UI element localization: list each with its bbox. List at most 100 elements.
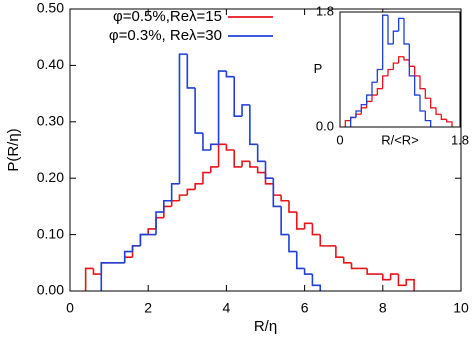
histogram-step — [249, 161, 258, 168]
histogram-step — [303, 222, 313, 229]
x-tick-label: 0 — [336, 132, 343, 147]
x-tick-label: 2 — [144, 300, 152, 316]
y-axis-label: P(R/η) — [5, 128, 22, 171]
histogram-step — [392, 30, 399, 44]
x-tick-label: 0 — [66, 300, 74, 316]
histogram-step — [163, 199, 172, 213]
histogram-step — [424, 111, 432, 127]
histogram-step — [217, 70, 227, 145]
y-axis-label: P — [314, 61, 323, 76]
histogram-step — [424, 88, 431, 99]
histogram-step — [256, 166, 266, 174]
histogram-step — [430, 98, 436, 109]
x-tick-label: 6 — [301, 300, 309, 316]
histogram-step — [376, 88, 383, 96]
histogram-step — [382, 274, 391, 281]
histogram-step — [256, 144, 266, 163]
x-axis-label: R/<R> — [381, 132, 419, 147]
histogram-step — [194, 87, 203, 134]
histogram-step — [280, 206, 289, 236]
histogram-step — [419, 95, 426, 112]
histogram-step — [249, 104, 258, 146]
histogram-step — [344, 119, 351, 127]
histogram-step — [419, 75, 426, 90]
histogram-step — [376, 68, 383, 83]
histogram-step — [295, 212, 305, 230]
histogram-step — [398, 17, 404, 32]
histogram-step — [335, 245, 344, 258]
histogram-step — [131, 245, 141, 252]
x-tick-label: 8 — [379, 300, 387, 316]
histogram-step — [139, 233, 149, 246]
histogram-step — [288, 200, 297, 213]
inset-background — [340, 12, 460, 127]
histogram-step — [194, 183, 203, 190]
y-tick-label: 0.0 — [316, 118, 334, 133]
x-tick-label: 1.8 — [451, 132, 469, 147]
histogram-step — [123, 250, 133, 263]
y-tick-label: 0.20 — [37, 169, 64, 185]
histogram-step — [403, 18, 410, 45]
histogram-step — [392, 62, 399, 70]
x-tick-label: 4 — [223, 300, 231, 316]
histogram-step — [100, 262, 110, 291]
plot-frame — [339, 11, 461, 128]
histogram-step — [398, 56, 404, 64]
histogram-step — [288, 234, 297, 253]
x-axis-label: R/η — [254, 318, 277, 335]
histogram-step — [366, 94, 372, 105]
histogram-step — [366, 268, 375, 275]
histogram-step — [178, 53, 188, 184]
histogram-step — [170, 183, 180, 201]
legend-label: φ=0.3%, Reλ=30 — [109, 27, 222, 44]
histogram-step — [272, 178, 282, 208]
y-tick-label: 0.00 — [37, 282, 64, 298]
histogram-step — [233, 150, 243, 168]
y-tick-label: 0.10 — [37, 225, 64, 241]
histogram-step — [92, 268, 102, 275]
histogram-step — [186, 54, 196, 89]
histogram-step — [311, 223, 321, 236]
histogram-step — [360, 103, 367, 112]
histogram-step — [342, 257, 352, 264]
histogram-step — [446, 119, 453, 127]
histogram-step — [350, 116, 356, 127]
histogram-step — [311, 274, 322, 291]
histogram-step — [397, 274, 407, 287]
histogram-step — [280, 195, 289, 202]
y-tick-label: 0.40 — [37, 56, 64, 72]
legend-label: φ=0.5%,Reλ=15 — [113, 8, 222, 25]
histogram-step — [241, 104, 250, 117]
histogram-step — [435, 107, 442, 115]
histogram-step — [241, 160, 250, 167]
histogram-step — [319, 234, 329, 247]
histogram-step — [155, 211, 164, 235]
histogram-step — [387, 15, 394, 45]
histogram-step — [84, 267, 94, 291]
histogram-step — [233, 76, 243, 117]
histogram-step — [389, 273, 399, 280]
x-tick-label: 10 — [453, 300, 469, 316]
plot-frame — [69, 8, 462, 292]
histogram-step — [209, 166, 219, 173]
histogram-step — [355, 110, 362, 118]
histogram-step — [295, 251, 305, 270]
histogram-step — [303, 268, 313, 275]
histogram-step — [382, 14, 388, 70]
histogram-step — [209, 143, 219, 150]
histogram-step — [264, 161, 274, 179]
histogram-step — [186, 188, 196, 196]
histogram-step — [178, 194, 188, 201]
histogram-step — [147, 228, 157, 235]
y-tick-label: 0.30 — [37, 113, 64, 129]
histogram-step — [202, 133, 211, 151]
histogram-step — [350, 262, 360, 270]
histogram-step — [440, 114, 447, 120]
histogram-step — [202, 171, 211, 184]
histogram-step — [405, 278, 415, 291]
histogram-step — [225, 71, 235, 78]
histogram-step — [414, 75, 420, 96]
histogram-step — [371, 81, 378, 96]
histogram-step — [382, 75, 388, 89]
